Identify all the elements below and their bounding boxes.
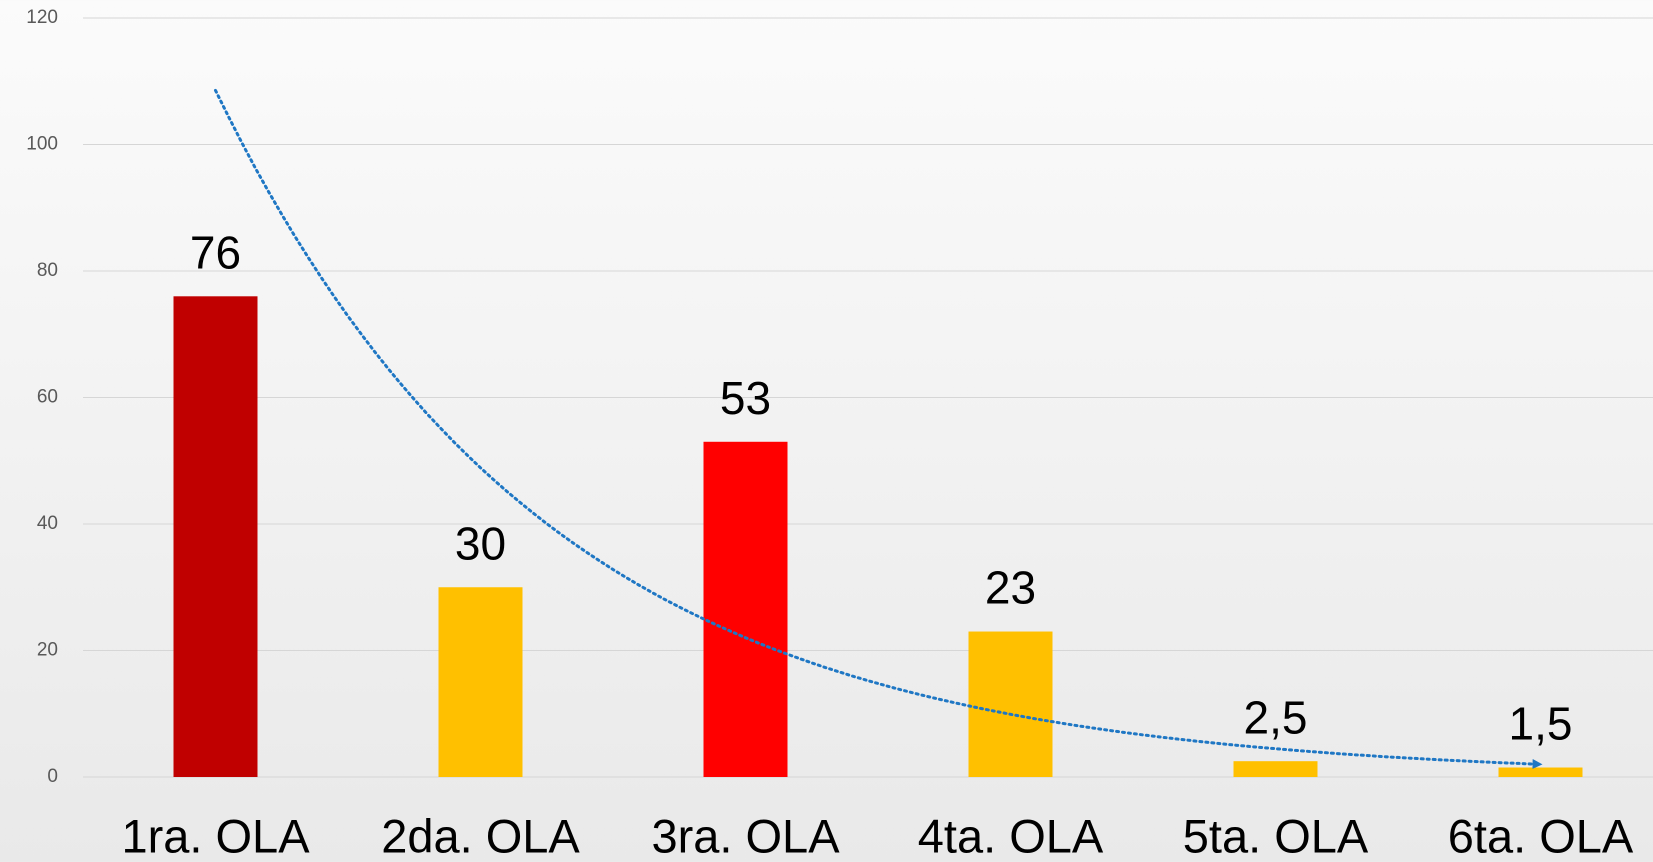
y-tick-label: 100	[26, 134, 58, 155]
x-tick-label: 6ta. OLA	[1448, 809, 1634, 862]
value-label: 53	[720, 372, 771, 424]
bar	[173, 296, 258, 777]
x-tick-label: 4ta. OLA	[918, 809, 1104, 862]
x-tick-label: 5ta. OLA	[1183, 809, 1369, 862]
bar	[1498, 767, 1583, 777]
y-tick-label: 80	[37, 260, 58, 281]
value-label: 1,5	[1509, 698, 1573, 750]
bar	[1233, 761, 1318, 777]
y-tick-label: 40	[37, 513, 58, 534]
bar	[703, 441, 788, 777]
y-tick-label: 0	[47, 766, 58, 787]
y-tick-label: 120	[26, 7, 58, 28]
x-tick-label: 1ra. OLA	[121, 809, 310, 862]
x-tick-label: 2da. OLA	[381, 809, 580, 862]
value-label: 30	[455, 517, 506, 569]
bar	[968, 631, 1053, 777]
value-label: 76	[190, 226, 241, 278]
value-label: 2,5	[1244, 691, 1308, 743]
y-tick-label: 60	[37, 387, 58, 408]
trendline	[214, 88, 1543, 769]
value-label: 23	[985, 562, 1036, 614]
x-tick-label: 3ra. OLA	[651, 809, 840, 862]
y-tick-label: 20	[37, 640, 58, 661]
bar	[438, 587, 523, 777]
